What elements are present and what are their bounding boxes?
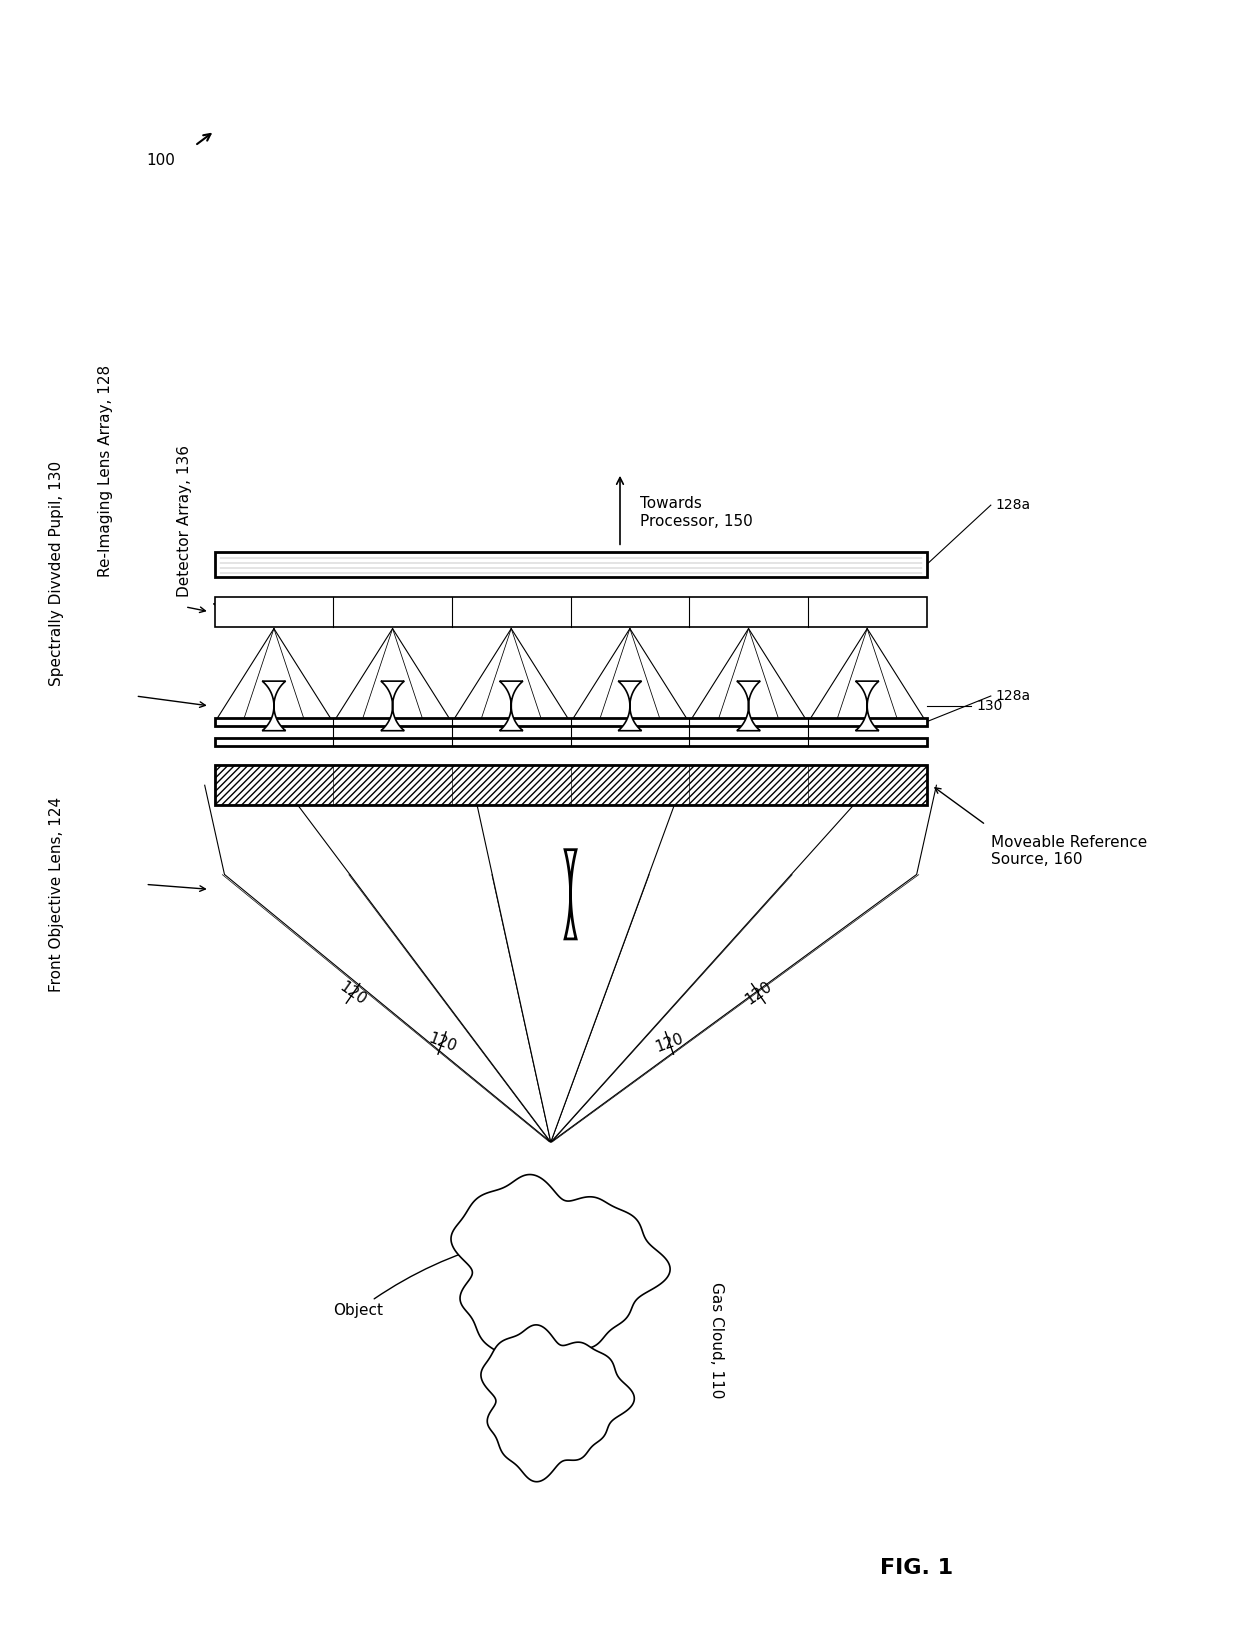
Text: Spectrally Divvded Pupil, 130: Spectrally Divvded Pupil, 130 xyxy=(48,461,64,686)
Text: Towards
Processor, 150: Towards Processor, 150 xyxy=(640,496,753,528)
Text: 120: 120 xyxy=(743,978,775,1008)
Text: Moveable Reference
Source, 160: Moveable Reference Source, 160 xyxy=(991,835,1147,868)
Bar xyxy=(215,738,926,746)
Bar xyxy=(215,718,926,726)
Polygon shape xyxy=(500,681,523,731)
Text: Re-Imaging Lens Array, 128: Re-Imaging Lens Array, 128 xyxy=(98,366,113,577)
Text: 120: 120 xyxy=(337,978,370,1008)
Polygon shape xyxy=(262,681,285,731)
Text: 100: 100 xyxy=(146,153,175,167)
Text: 120: 120 xyxy=(425,1030,458,1055)
Text: FIG. 1: FIG. 1 xyxy=(880,1558,954,1578)
Text: 128a: 128a xyxy=(996,499,1030,512)
Bar xyxy=(215,596,926,627)
Text: Object: Object xyxy=(332,1242,497,1318)
Polygon shape xyxy=(737,681,760,731)
Polygon shape xyxy=(565,850,577,939)
Text: 128a: 128a xyxy=(996,689,1030,704)
Polygon shape xyxy=(451,1175,670,1376)
Text: Gas Cloud, 110: Gas Cloud, 110 xyxy=(709,1282,724,1399)
Bar xyxy=(215,765,926,804)
Text: Detector Array, 136: Detector Array, 136 xyxy=(177,445,192,596)
Polygon shape xyxy=(381,681,404,731)
Polygon shape xyxy=(481,1324,635,1482)
Text: 120: 120 xyxy=(653,1030,686,1055)
Polygon shape xyxy=(619,681,641,731)
Bar xyxy=(215,765,926,804)
Bar xyxy=(215,552,926,577)
Text: Front Objective Lens, 124: Front Objective Lens, 124 xyxy=(48,796,64,991)
Polygon shape xyxy=(856,681,879,731)
Text: 130: 130 xyxy=(976,699,1002,713)
